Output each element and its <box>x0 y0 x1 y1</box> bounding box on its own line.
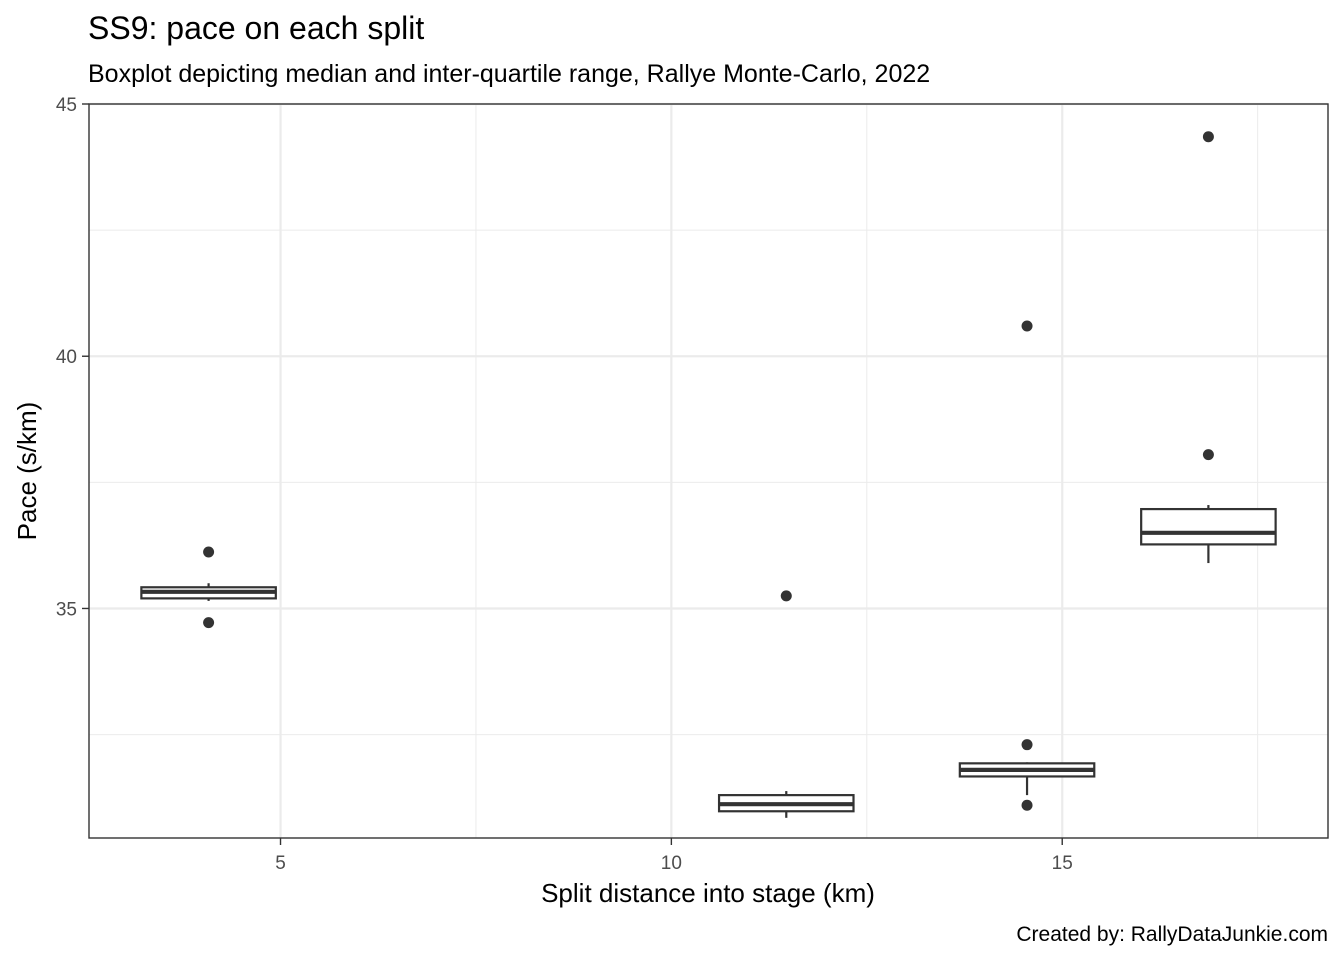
outlier-point <box>203 546 215 558</box>
box-3 <box>958 320 1096 811</box>
y-axis-title: Pace (s/km) <box>12 402 42 541</box>
box-1 <box>140 546 277 629</box>
chart-subtitle: Boxplot depicting median and inter-quart… <box>88 60 930 88</box>
outlier-point <box>1202 449 1214 461</box>
x-axis-ticks: 5 10 15 <box>275 838 1073 874</box>
outlier-point <box>780 590 792 602</box>
y-tick-label: 45 <box>56 95 77 116</box>
iqr-box <box>1140 507 1277 546</box>
plot-border <box>88 103 1329 839</box>
outlier-point <box>1021 320 1033 332</box>
y-tick-label: 35 <box>56 599 77 620</box>
plot-panel <box>89 104 1328 838</box>
x-axis-title: Split distance into stage (km) <box>541 878 875 908</box>
chart-caption: Created by: RallyDataJunkie.com <box>1016 923 1328 946</box>
outlier-point <box>1202 131 1214 143</box>
x-tick-label: 15 <box>1052 853 1073 874</box>
box-series <box>140 131 1277 818</box>
outlier-point <box>203 617 215 629</box>
y-axis-ticks: 35 40 45 <box>56 95 89 620</box>
outlier-point <box>1021 799 1033 811</box>
chart-title: SS9: pace on each split <box>88 10 424 46</box>
box-2 <box>717 590 855 818</box>
box-4 <box>1140 131 1277 564</box>
x-tick-label: 10 <box>661 853 682 874</box>
y-tick-label: 40 <box>56 347 77 368</box>
minor-gridlines <box>89 104 1328 838</box>
outlier-point <box>1021 739 1033 751</box>
x-tick-label: 5 <box>275 853 286 874</box>
